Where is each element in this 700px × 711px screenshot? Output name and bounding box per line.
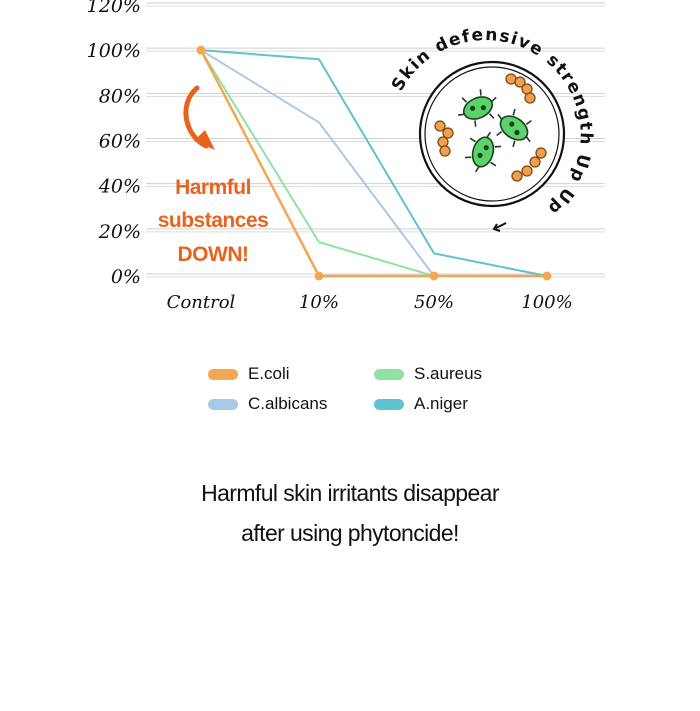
y-tick-label: 60%: [99, 131, 141, 153]
series-line-ecoli: [199, 49, 547, 278]
badge-arrow-icon: [492, 222, 507, 232]
data-point: [542, 271, 552, 281]
legend-item-aniger: A.niger: [374, 392, 468, 416]
cocci-bacteria-icon: [434, 73, 547, 182]
annotation-line-1: Harmful: [175, 176, 251, 199]
legend-swatch: [208, 398, 238, 410]
arrow-head-icon: [194, 130, 215, 150]
legend-item-saureus: S.aureus: [374, 362, 482, 386]
legend-label: E.coli: [248, 364, 290, 383]
y-tick-label: 80%: [99, 85, 141, 107]
data-point: [429, 271, 439, 281]
x-tick-label: 50%: [414, 292, 454, 313]
annotation-line-2: substances: [158, 209, 269, 232]
annotation-line-3: DOWN!: [178, 243, 249, 266]
caption-line-1: Harmful skin irritants disappear: [201, 480, 499, 506]
data-point: [314, 271, 324, 281]
legend-swatch: [374, 368, 404, 380]
legend-swatch: [208, 368, 238, 380]
legend-label: S.aureus: [414, 364, 483, 383]
x-tick-label: 10%: [299, 292, 339, 313]
x-axis-ticks: Control 10% 50% 100%: [167, 292, 573, 313]
y-tick-label: 0%: [111, 266, 141, 288]
y-tick-label: 20%: [98, 221, 141, 243]
caption-line-2: after using phytoncide!: [241, 520, 459, 546]
x-tick-label: 100%: [521, 292, 572, 313]
annotation: Harmful substances DOWN!: [158, 85, 269, 266]
legend-label: C.albicans: [248, 394, 328, 413]
skin-defense-badge: Skin defensive strength Up Up: [388, 25, 594, 232]
chart-series: [196, 45, 552, 281]
data-point: [196, 45, 206, 55]
y-tick-label: 40%: [98, 176, 141, 198]
chart-legend: E.coli C.albicans S.aureus A.niger: [208, 360, 528, 420]
y-tick-label: 120%: [87, 0, 141, 17]
legend-swatch: [374, 398, 404, 410]
petri-dish-icon: [418, 60, 566, 208]
legend-item-ecoli: E.coli: [208, 362, 290, 386]
legend-item-calbicans: C.albicans: [208, 392, 327, 416]
series-line-aniger: [200, 49, 548, 277]
chart: 0% 20% 40% 60% 80% 100% 120% Control 10% 50% 100%…: [87, 0, 605, 313]
x-tick-label: Control: [167, 292, 236, 313]
bacteria-icon: [458, 89, 532, 173]
legend-label: A.niger: [414, 394, 468, 413]
y-tick-label: 100%: [87, 40, 141, 62]
y-axis-ticks: 0% 20% 40% 60% 80% 100% 120%: [87, 0, 141, 288]
